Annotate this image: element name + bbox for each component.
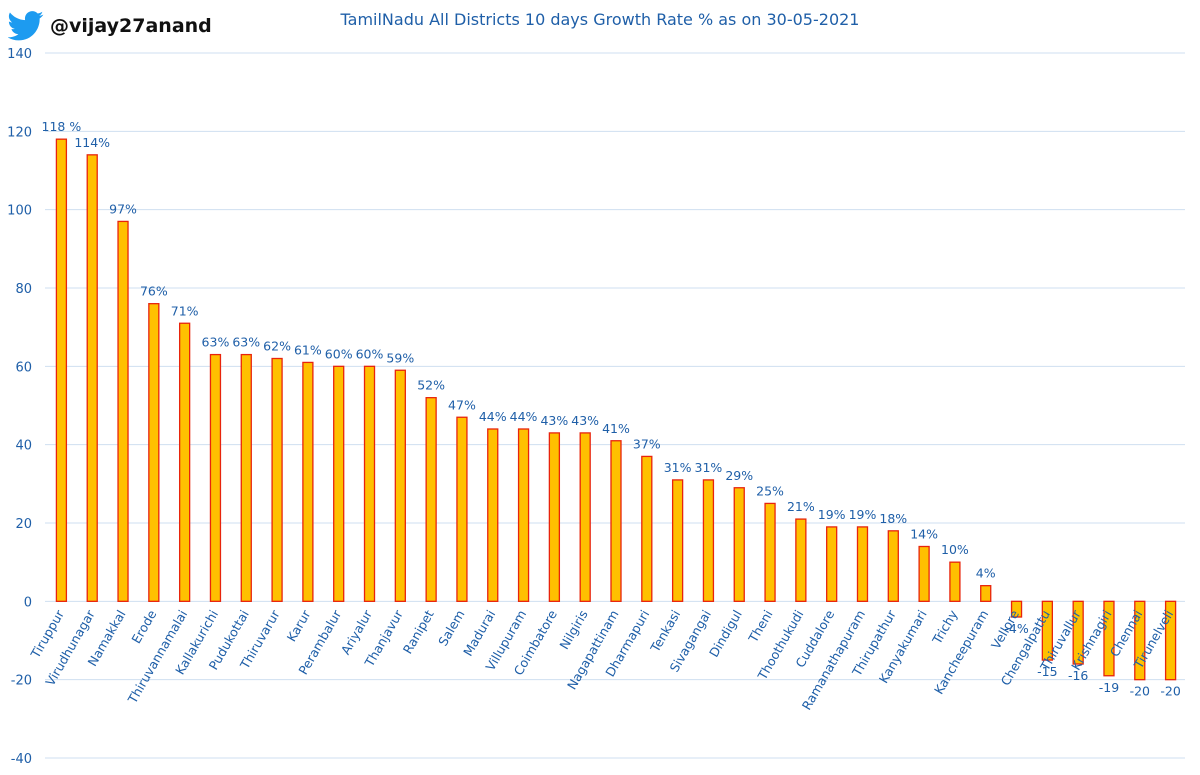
gridlines bbox=[45, 52, 1185, 759]
bar bbox=[887, 530, 899, 602]
bar bbox=[178, 322, 191, 602]
data-label: -20 bbox=[1130, 684, 1150, 699]
data-label: 25% bbox=[756, 483, 784, 498]
category-label: Erode bbox=[128, 607, 159, 646]
category-label: Salem bbox=[435, 607, 467, 648]
bar bbox=[209, 353, 222, 602]
data-label: 19% bbox=[849, 507, 877, 522]
category-label: Karur bbox=[284, 607, 314, 645]
bar bbox=[795, 518, 807, 602]
data-label: 61% bbox=[294, 342, 322, 357]
bar bbox=[302, 361, 314, 602]
bar bbox=[1164, 600, 1177, 681]
data-label: 114% bbox=[74, 135, 110, 150]
category-label: Trichy bbox=[929, 607, 961, 648]
data-label: 31% bbox=[664, 460, 692, 475]
bar bbox=[671, 479, 684, 602]
bar bbox=[949, 561, 961, 602]
data-label: 60% bbox=[356, 346, 384, 361]
y-tick-label: 140 bbox=[7, 47, 32, 62]
data-label: 41% bbox=[602, 421, 630, 436]
bar bbox=[86, 154, 98, 602]
y-tick-label: -20 bbox=[11, 674, 32, 689]
bar bbox=[333, 365, 345, 602]
twitter-handle: @vijay27anand bbox=[50, 15, 212, 37]
bars bbox=[55, 138, 1177, 681]
data-label: 19% bbox=[818, 507, 846, 522]
bar bbox=[548, 432, 561, 602]
data-label: 10% bbox=[941, 542, 969, 557]
category-label: Theni bbox=[745, 607, 776, 645]
data-label: -15 bbox=[1037, 664, 1057, 679]
data-label: 29% bbox=[725, 468, 753, 483]
bar bbox=[1041, 600, 1054, 661]
data-label: 63% bbox=[232, 335, 260, 350]
data-label: -19 bbox=[1099, 680, 1119, 695]
data-label: 59% bbox=[386, 350, 414, 365]
bar bbox=[1103, 600, 1115, 677]
y-tick-label: -40 bbox=[11, 752, 32, 767]
bar bbox=[641, 455, 653, 602]
bar bbox=[1010, 600, 1023, 618]
bar bbox=[610, 440, 622, 602]
data-label: 47% bbox=[448, 397, 476, 412]
bar bbox=[394, 369, 406, 602]
bar bbox=[1134, 600, 1146, 681]
y-tick-label: 80 bbox=[15, 282, 32, 297]
bar bbox=[117, 220, 129, 602]
data-label: 118 % bbox=[42, 119, 82, 134]
y-tick-label: 100 bbox=[7, 204, 32, 219]
data-label: -16 bbox=[1068, 668, 1088, 683]
bar bbox=[826, 526, 838, 602]
bar bbox=[517, 428, 530, 602]
y-tick-label: 60 bbox=[15, 360, 32, 375]
bar bbox=[733, 487, 745, 602]
data-label: 44% bbox=[479, 409, 507, 424]
y-tick-label: 40 bbox=[15, 439, 32, 454]
bar bbox=[764, 502, 776, 602]
data-label: 60% bbox=[325, 346, 353, 361]
data-label: 43% bbox=[540, 413, 568, 428]
data-label: 14% bbox=[910, 527, 938, 542]
data-label: 71% bbox=[171, 303, 199, 318]
bar bbox=[363, 365, 376, 602]
data-label: 43% bbox=[571, 413, 599, 428]
y-tick-label: 20 bbox=[15, 517, 32, 532]
twitter-bird-icon bbox=[8, 11, 44, 41]
bar bbox=[702, 479, 715, 602]
bar bbox=[1072, 600, 1084, 665]
y-axis-ticks: -40 -20 0 20 40 60 80 100 120 140 bbox=[7, 47, 32, 767]
y-tick-label: 120 bbox=[7, 125, 32, 140]
bar bbox=[579, 432, 591, 602]
data-label: 37% bbox=[633, 436, 661, 451]
bar bbox=[240, 353, 252, 602]
bar bbox=[148, 303, 160, 602]
y-tick-label: 0 bbox=[24, 595, 32, 610]
data-label: 63% bbox=[202, 335, 230, 350]
bar bbox=[456, 416, 468, 602]
bar bbox=[55, 138, 68, 602]
data-label: 18% bbox=[879, 511, 907, 526]
data-label: 21% bbox=[787, 499, 815, 514]
data-label: 44% bbox=[510, 409, 538, 424]
data-label: 62% bbox=[263, 339, 291, 354]
bar bbox=[980, 585, 992, 602]
data-labels: 118 %114%97%76%71%63% 63% 62% 61% 60% 60% 59%5… bbox=[42, 119, 1181, 699]
chart-title: TamilNadu All Districts 10 days Growth R… bbox=[340, 10, 860, 29]
data-label: -20 bbox=[1160, 684, 1180, 699]
brand: @vijay27anand bbox=[8, 6, 212, 46]
data-label: -4% bbox=[1004, 621, 1028, 636]
data-label: 52% bbox=[417, 378, 445, 393]
data-label: 4% bbox=[976, 566, 996, 581]
bar bbox=[487, 428, 499, 602]
data-label: 76% bbox=[140, 284, 168, 299]
bar bbox=[271, 357, 283, 602]
bar bbox=[918, 545, 930, 602]
data-label: 31% bbox=[695, 460, 723, 475]
bar bbox=[856, 526, 869, 602]
bar bbox=[425, 397, 437, 602]
data-label: 97% bbox=[109, 201, 137, 216]
